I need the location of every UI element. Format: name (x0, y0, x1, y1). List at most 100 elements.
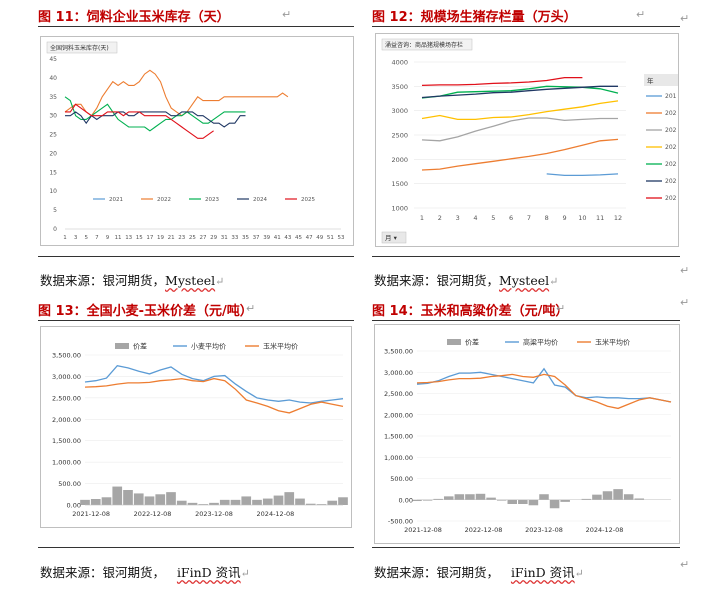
series-line-高粱平均价 (416, 367, 672, 403)
figure-11-bottom-rule (38, 256, 354, 257)
spread-bar (198, 504, 209, 505)
y-tick-label: 500.00 (390, 475, 413, 483)
y-tick-label: 2,500.00 (384, 390, 413, 398)
x-tick-label: 39 (263, 235, 270, 241)
source-label: 数据来源：银河期货， (40, 273, 166, 288)
y-tick-label: 3,500.00 (52, 352, 81, 360)
spread-bar (176, 500, 187, 505)
source-label: 数据来源：银河期货， (374, 273, 500, 288)
figure-12-source: 数据来源：银河期货，Mysteel↵ (374, 273, 559, 288)
source-brand: iFinD 资讯 (176, 565, 241, 580)
series-line-2022 (64, 69, 289, 117)
spread-bar (80, 499, 90, 505)
series-line-3 (421, 100, 619, 121)
legend-label-玉米平均价: 玉米平均价 (263, 342, 298, 351)
x-tick-label: 7 (527, 214, 531, 222)
x-tick-label: 7 (95, 235, 99, 241)
return-mark: ↵ (282, 8, 292, 21)
figure-11-top-rule (38, 26, 354, 27)
y-tick-label: 1,000.00 (52, 459, 81, 467)
x-tick-label: 1 (420, 214, 424, 222)
spread-bar (613, 489, 623, 500)
spread-bar (528, 499, 539, 506)
chart-title-box (46, 41, 118, 54)
source-brand: iFinD 资讯 (510, 565, 575, 580)
series-line-2025 (65, 103, 214, 139)
return-mark: ↵ (556, 302, 566, 315)
spread-bar (90, 499, 101, 505)
series-line-2 (421, 117, 618, 142)
spread-bar (486, 497, 496, 500)
x-tick-label: 2021-12-08 (72, 510, 110, 518)
figure-12-bottom-rule (372, 256, 680, 257)
legend-label-2025: 2025 (301, 197, 315, 203)
series-line-2024 (65, 111, 246, 128)
x-tick-label: 4 (473, 214, 477, 222)
spread-bar (112, 486, 123, 505)
figure-14-source: 数据来源：银河期货， iFinD 资讯↵ (374, 565, 584, 580)
x-tick-label: 5 (84, 235, 88, 241)
series-line-玉米平均价 (416, 373, 672, 410)
y-tick-label: 0.00 (399, 496, 413, 504)
y-tick-label: 5 (53, 207, 57, 214)
legend-label-3: 202 (665, 144, 677, 151)
spread-bar (219, 499, 230, 505)
x-tick-label: 11 (115, 235, 122, 241)
x-tick-label: 2 (438, 214, 442, 222)
return-mark: ↵ (680, 264, 690, 277)
y-tick-label: 30 (49, 113, 57, 120)
series-line-2023 (64, 96, 246, 132)
y-tick-label: 3,500.00 (384, 348, 413, 356)
spread-bar (273, 495, 284, 505)
legend-label-0: 201 (665, 93, 677, 100)
spread-bar (155, 494, 166, 505)
legend-swatch-价差 (447, 339, 461, 345)
y-tick-label: 20 (49, 150, 57, 157)
series-line-6 (421, 76, 583, 87)
x-tick-label: 10 (578, 214, 586, 222)
y-tick-label: 2000 (391, 156, 408, 164)
spread-bar (284, 492, 295, 505)
legend-label-6: 202 (665, 195, 677, 202)
spread-bar (252, 499, 262, 505)
y-tick-label: 3000 (391, 107, 408, 115)
x-tick-label: 23 (178, 235, 185, 241)
figure-13-svg: 0.00 500.00 1,000.00 1,500.00 2,000.00 2,500.… (52, 342, 348, 518)
y-tick-label: 40 (49, 75, 57, 82)
figure-13-top-rule (38, 320, 354, 321)
y-tick-label: 2,500.00 (52, 394, 81, 402)
figure-13-bottom-rule (38, 547, 354, 548)
spread-bar (327, 500, 338, 505)
x-tick-label: 43 (284, 235, 291, 241)
x-tick-label: 41 (274, 235, 281, 241)
legend-label-1: 202 (665, 110, 677, 117)
x-tick-label: 13 (125, 235, 132, 241)
legend-label-高粱平均价: 高粱平均价 (523, 338, 558, 347)
spread-bar (560, 499, 570, 502)
legend-label-价差: 价差 (465, 338, 479, 347)
x-tick-label: 33 (231, 235, 238, 241)
y-tick-label: 15 (49, 169, 57, 176)
chart-title-box (381, 38, 473, 51)
y-tick-label: 3,000.00 (52, 373, 81, 381)
x-tick-label: 3 (456, 214, 460, 222)
spread-bar (496, 499, 507, 501)
figure-14-svg: -500.00 0.00 500.00 1,000.00 1,500.00 2,000.0… (384, 338, 672, 534)
x-tick-label: 1 (63, 235, 67, 241)
x-tick-label: 11 (596, 214, 604, 222)
spread-bar (230, 499, 241, 505)
y-tick-label: 25 (49, 132, 57, 139)
x-tick-label: 2024-12-08 (257, 510, 295, 518)
spread-bar (241, 496, 252, 505)
legend-label-5: 202 (665, 178, 677, 185)
legend-label-2023: 2023 (205, 197, 219, 203)
x-tick-label: 53 (338, 235, 345, 241)
spread-bar (262, 498, 273, 505)
x-tick-label: 2022-12-08 (465, 526, 503, 534)
x-tick-label: 9 (106, 235, 110, 241)
spread-bar (123, 490, 133, 505)
figure-14-top-rule (372, 320, 680, 321)
y-tick-label: 2,000.00 (52, 416, 81, 424)
figure-12-top-rule (372, 26, 680, 27)
x-tick-label: 37 (253, 235, 260, 241)
